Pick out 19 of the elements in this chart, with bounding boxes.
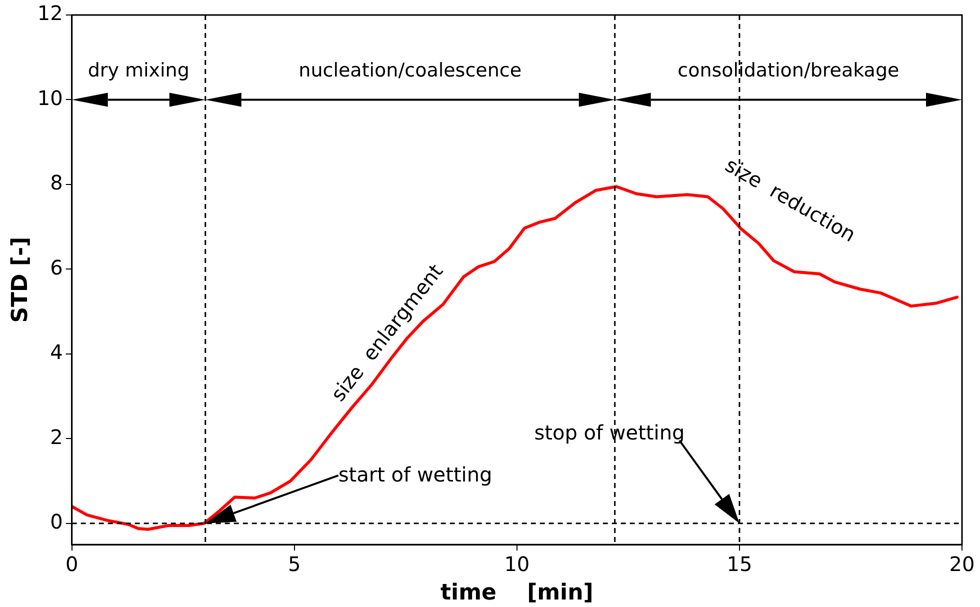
x-tick-label: 20	[949, 552, 975, 576]
x-tick-label: 5	[288, 552, 301, 576]
y-tick-label: 0	[50, 510, 63, 534]
annotation: dry mixing	[88, 60, 190, 82]
y-tick-label: 12	[37, 1, 63, 26]
annotation: nucleation/coalescence	[298, 60, 522, 82]
y-axis-title: STD [-]	[8, 236, 33, 323]
x-tick-label: 0	[65, 552, 78, 576]
x-tick-label: 10	[504, 552, 530, 576]
y-tick-label: 8	[50, 170, 63, 195]
y-tick-label: 10	[37, 86, 63, 110]
y-tick-label: 2	[50, 424, 63, 449]
x-axis-title: time [min]	[440, 580, 594, 606]
annotation: start of wetting	[338, 462, 492, 486]
y-tick-label: 6	[50, 255, 63, 280]
x-tick-label: 15	[726, 552, 752, 576]
y-tick-label: 4	[50, 340, 63, 364]
annotation: stop of wetting	[534, 420, 685, 444]
annotation: consolidation/breakage	[678, 60, 900, 82]
